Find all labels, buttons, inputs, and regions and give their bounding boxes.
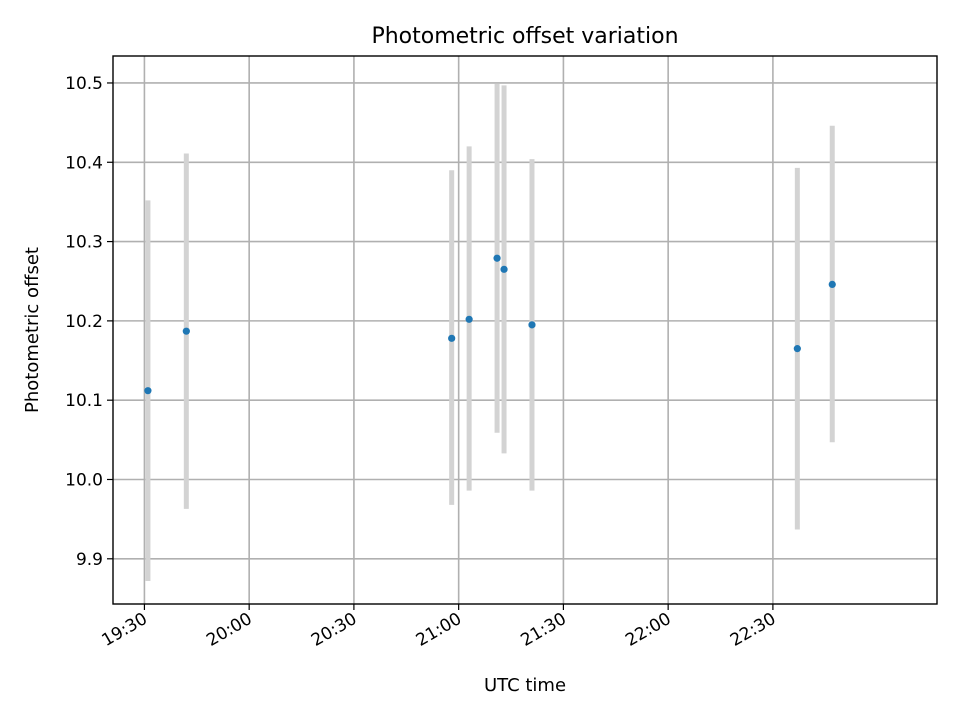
x-tick-label: 22:30 — [727, 609, 779, 651]
data-point-8 — [793, 345, 801, 353]
x-tick-label: 21:00 — [413, 609, 465, 651]
data-point-2 — [182, 327, 190, 335]
data-point-6 — [500, 265, 508, 273]
plot-frame — [112, 55, 938, 605]
y-tick-label: 10.5 — [65, 74, 103, 94]
x-tick-label: 21:30 — [517, 609, 569, 651]
y-axis-ticks: 9.9 10.0 10.1 10.2 10.3 10.4 10.5 — [65, 74, 113, 570]
x-axis-ticks: 19:30 20:00 20:30 21:00 21:30 22:00 22:30 — [98, 604, 779, 651]
data-point-7 — [528, 321, 536, 329]
x-axis-label: UTC time — [484, 675, 566, 696]
data-point-5 — [493, 254, 501, 262]
y-tick-label: 10.1 — [65, 391, 103, 411]
data-point-9 — [828, 280, 836, 288]
grid-lines — [113, 56, 937, 604]
errorbars — [145, 83, 835, 582]
y-tick-label: 10.4 — [65, 153, 103, 173]
data-point-4 — [465, 315, 473, 323]
data-point-1 — [144, 387, 152, 395]
x-tick-label: 20:30 — [308, 609, 360, 651]
data-point-3 — [448, 334, 456, 342]
chart-title: Photometric offset variation — [371, 24, 678, 49]
data-points — [144, 254, 836, 395]
y-tick-label: 10.2 — [65, 312, 103, 332]
x-tick-label: 22:00 — [622, 609, 674, 651]
x-tick-label: 20:00 — [203, 609, 255, 651]
y-tick-label: 9.9 — [76, 550, 103, 570]
y-axis-label: Photometric offset — [22, 247, 43, 413]
x-tick-label: 19:30 — [98, 609, 150, 651]
y-tick-label: 10.0 — [65, 470, 103, 490]
y-tick-label: 10.3 — [65, 233, 103, 253]
